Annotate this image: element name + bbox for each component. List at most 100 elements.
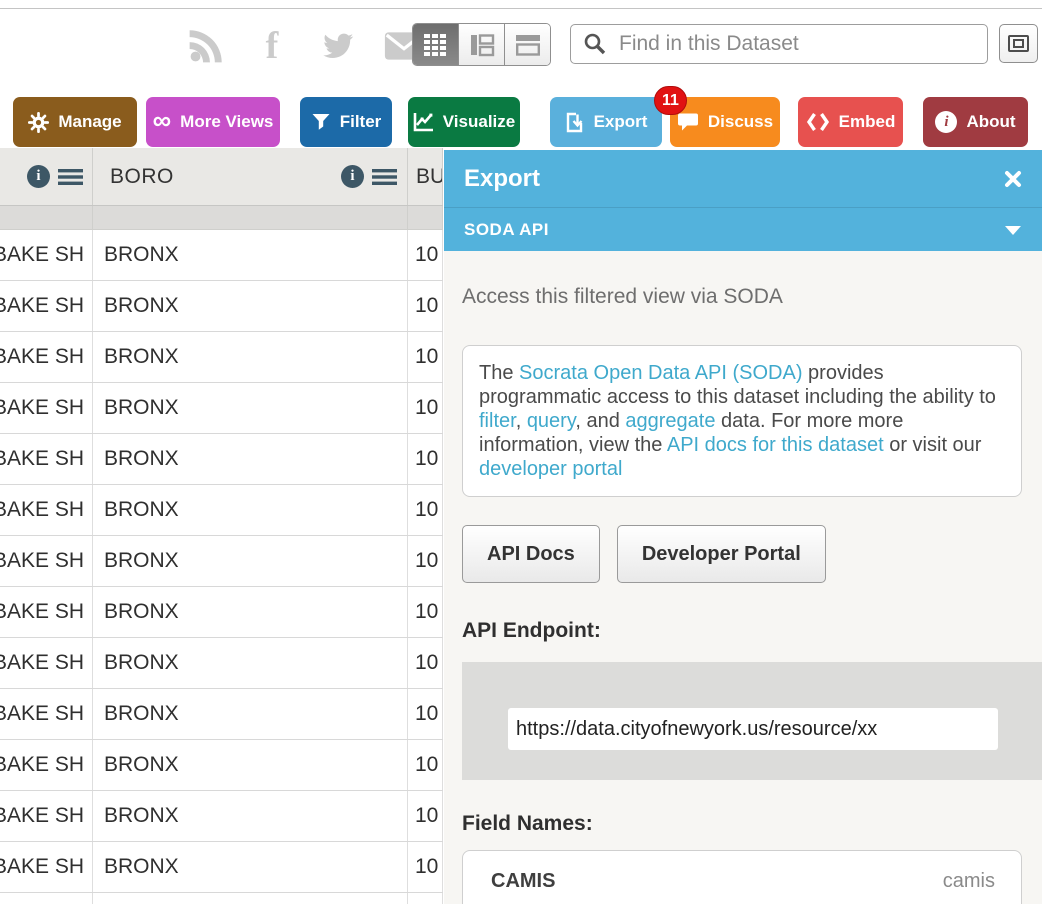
cell-dba[interactable]: BAKE SH [0, 485, 93, 535]
column-info-icon[interactable]: i [341, 165, 364, 188]
twitter-icon[interactable] [318, 28, 358, 64]
cell-building[interactable]: 10 [408, 332, 443, 382]
page-view-button[interactable] [505, 24, 550, 65]
cell-dba[interactable]: BAKE SH [0, 893, 93, 904]
cell-dba[interactable]: BAKE SH [0, 740, 93, 790]
cell-dba[interactable]: BAKE SH [0, 791, 93, 841]
cell-boro[interactable]: BRONX [93, 383, 408, 433]
infinity-icon: ∞ [152, 105, 172, 135]
soda-text: , [515, 410, 527, 432]
soda-link[interactable]: aggregate [625, 410, 716, 432]
more-views-button[interactable]: ∞ More Views [146, 97, 280, 147]
cell-building[interactable]: 10 [408, 842, 443, 892]
social-share-bar: f [186, 25, 424, 67]
cell-building[interactable]: 10 [408, 383, 443, 433]
filter-label: Filter [339, 112, 382, 131]
cell-dba[interactable]: BAKE SH [0, 689, 93, 739]
soda-link[interactable]: API docs for this dataset [666, 434, 884, 456]
cell-building[interactable]: 10 [408, 281, 443, 331]
cell-building[interactable]: 10 [408, 536, 443, 586]
cell-dba[interactable]: BAKE SH [0, 383, 93, 433]
visualize-button[interactable]: Visualize [408, 97, 520, 147]
facebook-icon[interactable]: f [265, 25, 279, 67]
info-icon: i [935, 111, 958, 133]
cell-dba[interactable]: BAKE SH [0, 281, 93, 331]
cell-boro[interactable]: BRONX [93, 434, 408, 484]
cell-boro[interactable]: BRONX [93, 893, 408, 904]
cell-building[interactable]: 10 [408, 587, 443, 637]
maximize-button[interactable] [999, 24, 1038, 63]
cell-boro[interactable]: BRONX [93, 842, 408, 892]
cell-boro[interactable]: BRONX [93, 791, 408, 841]
cell-boro[interactable]: BRONX [93, 485, 408, 535]
developer-portal-button[interactable]: Developer Portal [616, 525, 826, 583]
cell-dba[interactable]: BAKE SH [0, 230, 93, 280]
cell-dba[interactable]: BAKE SH [0, 332, 93, 382]
cell-boro[interactable]: BRONX [93, 230, 408, 280]
cell-building[interactable]: 10 [408, 434, 443, 484]
cell-building[interactable]: 10 [408, 485, 443, 535]
cell-boro[interactable]: BRONX [93, 332, 408, 382]
cell-boro[interactable]: BRONX [93, 281, 408, 331]
column-label: BUILDING [416, 164, 443, 188]
filter-button[interactable]: Filter [300, 97, 392, 147]
soda-description: The Socrata Open Data API (SODA) provide… [462, 345, 1022, 497]
cell-dba[interactable]: BAKE SH [0, 638, 93, 688]
cell-dba[interactable]: BAKE SH [0, 587, 93, 637]
soda-link[interactable]: filter [479, 410, 516, 432]
soda-link[interactable]: developer portal [479, 458, 623, 480]
rss-icon[interactable] [186, 28, 226, 64]
table-view-button[interactable] [413, 24, 459, 65]
cell-dba[interactable]: BAKE SH [0, 536, 93, 586]
cell-building[interactable]: 10 [408, 689, 443, 739]
cell-building[interactable]: 10 [408, 638, 443, 688]
embed-button[interactable]: Embed [798, 97, 903, 147]
cell-boro[interactable]: BRONX [93, 587, 408, 637]
column-header-boro[interactable]: BORO i [93, 148, 408, 205]
soda-text: or visit our [883, 434, 982, 456]
column-info-icon[interactable]: i [27, 165, 50, 188]
soda-api-section-header[interactable]: SODA API [444, 207, 1042, 251]
export-button[interactable]: Export [550, 97, 662, 147]
cell-dba[interactable]: BAKE SH [0, 434, 93, 484]
close-icon[interactable] [1004, 170, 1022, 188]
soda-link[interactable]: query [526, 410, 576, 432]
cell-building[interactable]: 10 [408, 791, 443, 841]
cell-boro[interactable]: BRONX [93, 638, 408, 688]
column-menu-icon[interactable] [58, 168, 83, 186]
rich-list-view-button[interactable] [459, 24, 505, 65]
api-docs-button[interactable]: API Docs [462, 525, 600, 583]
cell-building[interactable]: 10 [408, 893, 443, 904]
cell-boro[interactable]: BRONX [93, 536, 408, 586]
soda-link[interactable]: Socrata Open Data API (SODA) [519, 362, 803, 384]
cell-boro[interactable]: BRONX [93, 740, 408, 790]
cell-dba[interactable]: BAKE SH [0, 842, 93, 892]
funnel-icon [312, 114, 330, 130]
api-endpoint-input[interactable] [508, 708, 998, 750]
cell-boro[interactable]: BRONX [93, 689, 408, 739]
column-header-building[interactable]: BUILDING [408, 148, 443, 205]
column-header-dba[interactable]: i [0, 148, 93, 205]
column-menu-icon[interactable] [372, 168, 397, 186]
cell-building[interactable]: 10 [408, 230, 443, 280]
cell-building[interactable]: 10 [408, 740, 443, 790]
manage-button[interactable]: Manage [13, 97, 137, 147]
about-button[interactable]: i About [923, 97, 1028, 147]
search-input[interactable] [617, 31, 987, 57]
export-label: Export [593, 112, 648, 131]
discuss-button[interactable]: Discuss [670, 97, 780, 147]
